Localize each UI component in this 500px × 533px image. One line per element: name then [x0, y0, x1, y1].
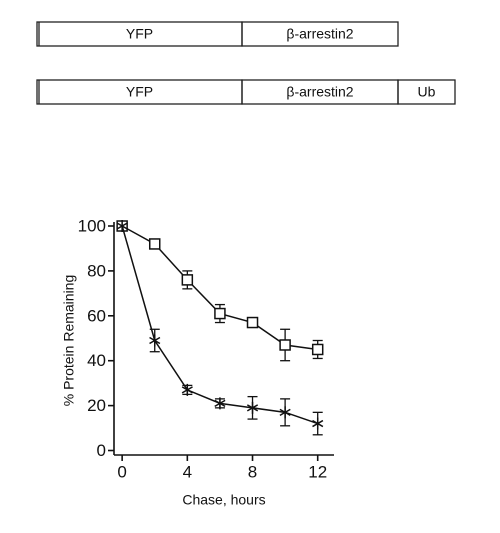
y-tick-label: 80 [87, 261, 106, 280]
y-tick-label: 0 [97, 441, 106, 460]
y-tick-label: 20 [87, 396, 106, 415]
x-tick-label: 12 [308, 462, 327, 481]
segment-label: Ub [418, 84, 436, 100]
y-tick-label: 60 [87, 306, 106, 325]
x-tick-label: 4 [183, 462, 192, 481]
construct-segment [397, 79, 456, 105]
star-marker [181, 383, 193, 396]
series-line [121, 225, 318, 425]
x-tick-label: 8 [248, 462, 257, 481]
star-marker [149, 334, 161, 347]
star-stroke [279, 408, 291, 416]
star-marker [246, 401, 259, 414]
star-stroke [246, 404, 259, 412]
star-stroke [149, 336, 161, 345]
star-marker [279, 406, 291, 419]
square-marker [246, 316, 259, 329]
star-stroke [181, 386, 193, 394]
segment-label: YFP [126, 26, 153, 42]
star-stroke [214, 399, 226, 408]
square-marker [148, 238, 161, 250]
star-stroke [312, 419, 324, 428]
star-marker [116, 220, 128, 232]
segment-label: YFP [126, 84, 153, 100]
x-tick-label: 0 [117, 462, 126, 481]
construct-segment [241, 21, 399, 47]
y-axis-label: % Protein Remaining [61, 275, 77, 407]
x-axis-label: Chase, hours [182, 492, 265, 508]
square-marker [214, 307, 226, 320]
square-marker [279, 339, 291, 351]
star-stroke [116, 222, 128, 230]
star-marker [214, 397, 226, 410]
star-marker [312, 417, 324, 430]
segment-label: β-arrestin2 [286, 84, 353, 100]
square-marker [311, 343, 324, 356]
square-marker [181, 274, 194, 286]
y-tick-label: 40 [87, 351, 106, 370]
segment-label: β-arrestin2 [286, 26, 353, 42]
y-tick-label: 100 [78, 216, 106, 235]
